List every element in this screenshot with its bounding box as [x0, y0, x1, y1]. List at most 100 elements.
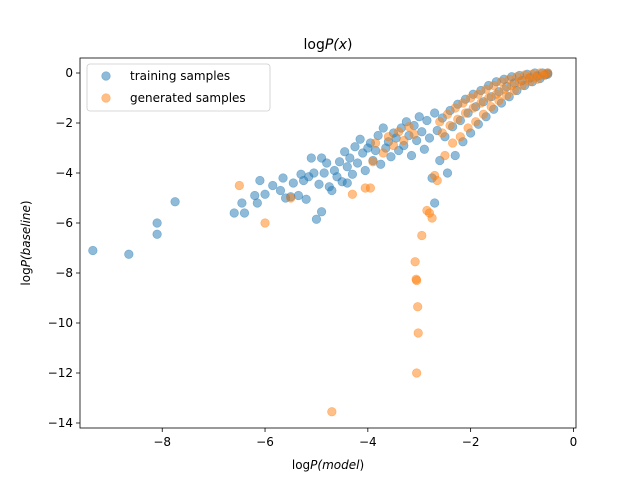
scatter-point: [260, 189, 270, 199]
series-generated: [234, 68, 553, 417]
legend-label: generated samples: [130, 91, 246, 105]
scatter-point: [442, 168, 453, 178]
points-layer: [88, 68, 553, 417]
scatter-point: [417, 127, 427, 137]
scatter-point: [412, 368, 422, 378]
scatter-point: [347, 189, 358, 199]
scatter-point: [409, 129, 419, 139]
scatter-point: [484, 93, 494, 103]
scatter-point: [288, 178, 298, 188]
scatter-point: [365, 183, 376, 193]
scatter-point: [314, 179, 324, 189]
scatter-point: [378, 123, 388, 133]
scatter-point: [468, 103, 478, 113]
scatter-point: [234, 180, 244, 191]
scatter-point: [481, 84, 491, 94]
scatter-point: [406, 150, 417, 161]
scatter-point: [394, 127, 404, 137]
chart-title: logP(x): [303, 37, 352, 53]
y-tick-label: −10: [48, 316, 73, 330]
scatter-point: [237, 198, 247, 208]
scatter-point: [412, 275, 422, 286]
legend-marker: [101, 93, 111, 103]
scatter-point: [471, 117, 481, 127]
scatter-point: [383, 132, 393, 142]
x-tick-label: −2: [462, 435, 480, 449]
scatter-point: [435, 117, 445, 127]
scatter-point: [432, 175, 442, 186]
scatter-point: [413, 328, 423, 338]
y-tick-label: 0: [65, 66, 73, 80]
scatter-point: [360, 165, 370, 176]
plot-frame: [79, 57, 577, 429]
legend-box: [86, 63, 271, 112]
scatter-point: [450, 150, 460, 161]
scatter-point: [486, 102, 496, 112]
y-tick-label: −6: [55, 216, 73, 230]
scatter-point: [152, 218, 162, 228]
scatter-point: [268, 180, 278, 191]
scatter-point: [460, 108, 471, 118]
y-tick-label: −12: [48, 366, 73, 380]
scatter-point: [427, 213, 437, 223]
scatter-point: [376, 159, 386, 169]
x-tick-label: −6: [256, 435, 274, 449]
x-tick-label: −8: [153, 435, 171, 449]
scatter-point: [410, 257, 420, 267]
scatter-point: [368, 157, 378, 167]
y-tick-label: −2: [55, 116, 73, 130]
scatter-point: [419, 144, 429, 154]
scatter-point: [342, 178, 352, 188]
scatter-point: [239, 208, 250, 218]
scatter-point: [309, 168, 319, 178]
scatter-point: [453, 114, 463, 124]
scatter-point: [543, 68, 553, 78]
scatter-point: [476, 98, 486, 108]
scatter-point: [278, 173, 288, 183]
y-tick-label: −14: [48, 416, 73, 430]
scatter-point: [442, 109, 453, 119]
scatter-point: [448, 138, 458, 148]
scatter-point: [386, 152, 396, 162]
scatter-point: [275, 185, 286, 196]
y-tick-label: −8: [55, 266, 73, 280]
scatter-point: [88, 245, 98, 256]
scatter-point: [260, 218, 270, 228]
scatter-point: [316, 207, 327, 217]
scatter-point: [404, 122, 414, 132]
y-axis-label: logP(baseline): [19, 200, 33, 285]
scatter-point: [378, 148, 388, 158]
scatter-point: [311, 214, 322, 224]
scatter-point: [306, 153, 316, 163]
scatter-point: [458, 98, 468, 108]
scatter-point: [334, 157, 345, 167]
scatter-point: [152, 229, 162, 239]
scatter-point: [466, 93, 476, 103]
scatter-point: [370, 138, 381, 148]
scatter-point: [340, 147, 350, 157]
scatter-point: [489, 80, 499, 91]
scatter-point: [450, 103, 460, 113]
labels-layer: logP(x) logP(model) logP(baseline): [19, 37, 364, 472]
scatter-point: [350, 142, 360, 152]
scatter-point: [301, 194, 311, 204]
scatter-point: [124, 249, 134, 259]
scatter-point: [345, 153, 355, 163]
scatter-point: [342, 162, 352, 172]
scatter-point: [413, 302, 423, 312]
scatter-point: [430, 108, 440, 118]
legend: training samples generated samples: [86, 63, 271, 112]
scatter-point: [399, 135, 409, 146]
x-tick-label: 0: [570, 435, 578, 449]
scatter-point: [424, 133, 435, 143]
scatter-point: [327, 407, 337, 417]
scatter-point: [455, 132, 465, 142]
scatter-point: [478, 109, 489, 119]
scatter-point: [347, 169, 358, 179]
scatter-point: [229, 208, 239, 218]
scatter-point: [170, 197, 180, 207]
scatter-point: [417, 230, 427, 241]
axes-layer: −8 −6 −4 −2 0 −14 −12 −10 −8 −6 −4 −2 0: [48, 57, 578, 449]
